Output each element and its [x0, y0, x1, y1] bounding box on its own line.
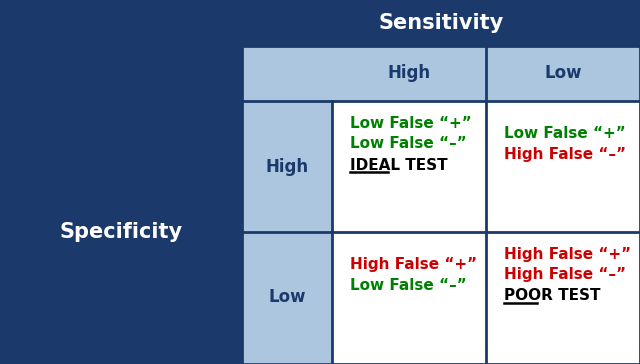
- Text: High False “–”: High False “–”: [504, 146, 626, 162]
- Text: High: High: [266, 158, 308, 175]
- Bar: [242, 101, 332, 232]
- Bar: [242, 0, 640, 46]
- Text: High False “+”: High False “+”: [504, 246, 631, 261]
- Text: High False “+”: High False “+”: [350, 257, 477, 272]
- Text: Low False “+”: Low False “+”: [350, 115, 472, 131]
- Bar: [486, 101, 640, 232]
- Bar: [332, 232, 486, 363]
- Bar: [242, 46, 640, 101]
- Text: IDEAL TEST: IDEAL TEST: [350, 158, 447, 173]
- Text: High False “–”: High False “–”: [504, 268, 626, 282]
- Text: Low False “–”: Low False “–”: [350, 277, 467, 293]
- Text: Low: Low: [268, 289, 306, 306]
- Text: Sensitivity: Sensitivity: [378, 13, 504, 33]
- Text: Low: Low: [544, 64, 582, 83]
- Bar: [332, 101, 486, 232]
- Bar: [242, 232, 332, 363]
- Text: High: High: [387, 64, 431, 83]
- Text: Low False “+”: Low False “+”: [504, 126, 626, 141]
- Text: Specificity: Specificity: [60, 222, 182, 242]
- Bar: [0, 0, 242, 364]
- Text: POOR TEST: POOR TEST: [504, 289, 600, 304]
- Text: Low False “–”: Low False “–”: [350, 136, 467, 151]
- Bar: [486, 232, 640, 363]
